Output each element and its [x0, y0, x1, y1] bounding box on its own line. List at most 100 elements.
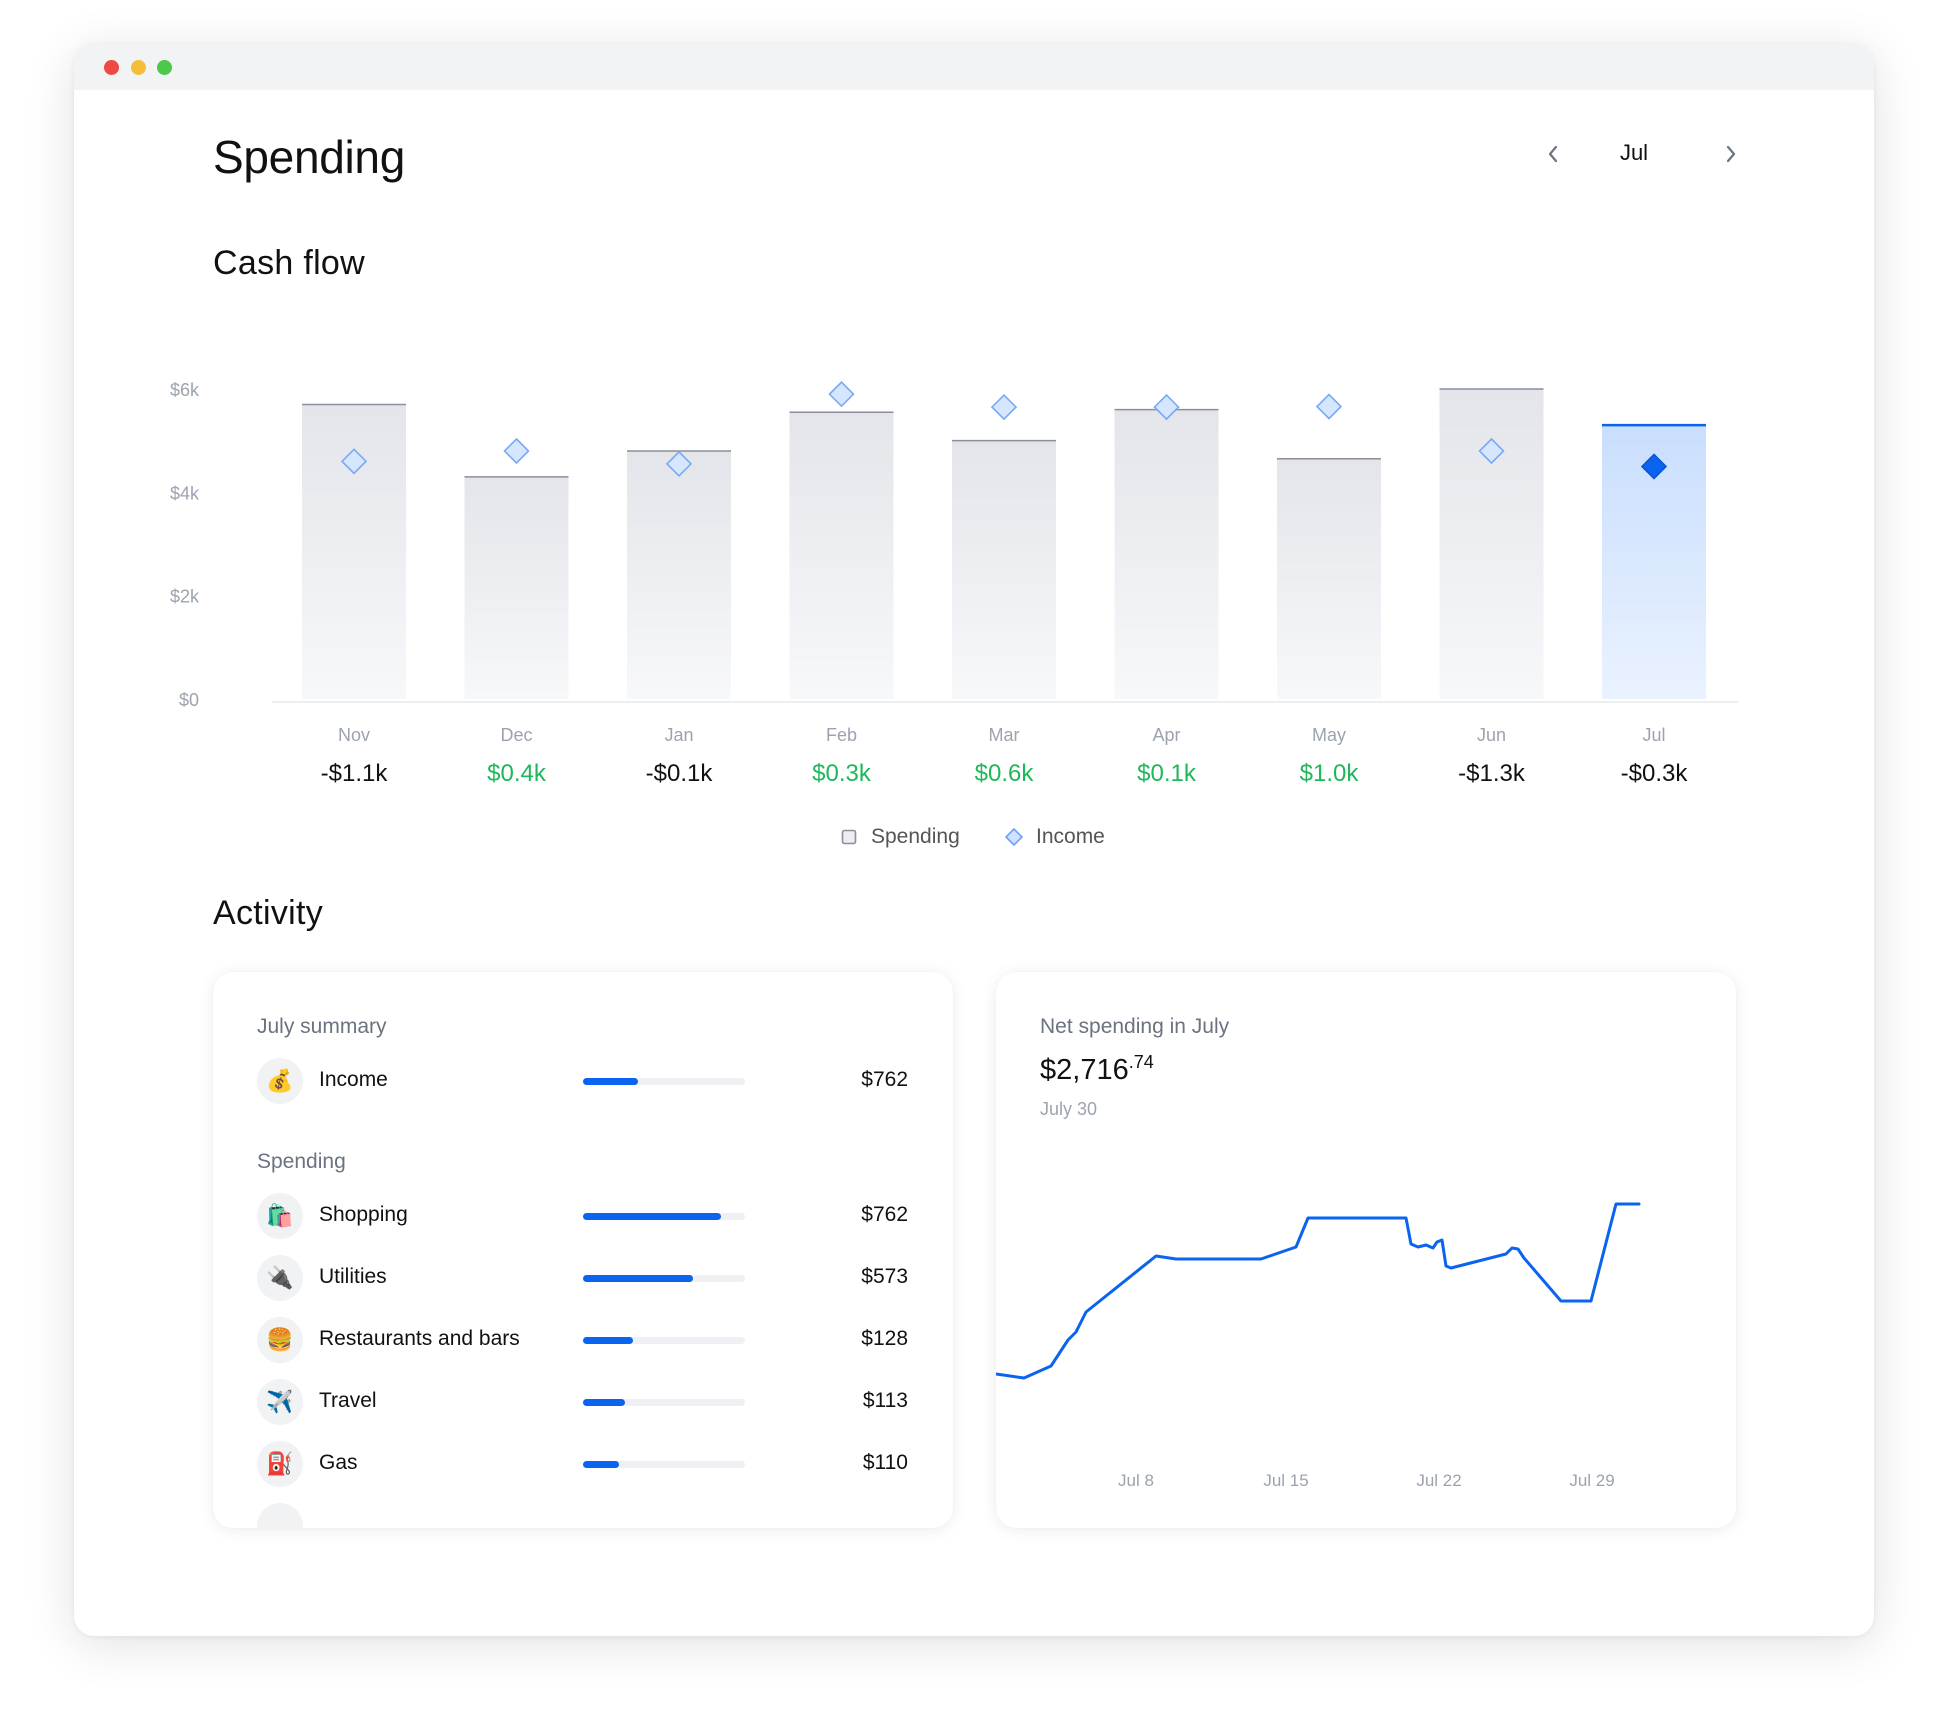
legend-income[interactable]: Income — [1004, 825, 1105, 849]
july-summary-card: July summary 💰 Income $762 Spending 🛍️ S… — [213, 972, 953, 1528]
month-label: Jul — [1642, 725, 1665, 745]
month-label: Jan — [664, 725, 693, 745]
income-marker — [1640, 453, 1668, 480]
net-value-label: $0.4k — [487, 760, 547, 787]
category-bar-fill — [583, 1461, 619, 1468]
net-value-label: $0.3k — [812, 760, 872, 787]
net-spending-line-chart: Jul 8 Jul 15 Jul 22 Jul 29 — [996, 1202, 1641, 1490]
net-value-label: -$0.1k — [646, 760, 714, 787]
income-amount: $762 — [861, 1068, 908, 1091]
month-label: Mar — [989, 725, 1020, 745]
summary-title: July summary — [257, 1015, 387, 1038]
burger-icon: 🍔 — [257, 1317, 303, 1363]
month-label: Jun — [1477, 725, 1506, 745]
legend-spending-label: Spending — [871, 825, 960, 848]
cash-flow-title: Cash flow — [213, 244, 365, 282]
spending-bar — [1439, 389, 1544, 699]
income-marker — [503, 437, 530, 465]
spending-bar — [1277, 458, 1381, 699]
legend-income-label: Income — [1036, 825, 1105, 848]
income-marker — [828, 381, 855, 408]
diamond-legend-icon — [1005, 828, 1023, 846]
spending-bar — [952, 440, 1056, 699]
category-amount: $128 — [861, 1327, 908, 1350]
x-tick-label: Jul 8 — [1118, 1471, 1154, 1490]
income-marker — [340, 448, 368, 475]
income-marker — [1478, 437, 1505, 465]
category-bar — [583, 1461, 745, 1468]
net-value-label: -$1.3k — [1458, 760, 1526, 787]
x-tick-label: Jul 15 — [1263, 1471, 1308, 1490]
spending-bar — [1114, 409, 1219, 699]
y-tick-label: $0 — [179, 690, 199, 710]
category-bar — [583, 1213, 745, 1220]
airplane-icon: ✈️ — [257, 1379, 303, 1425]
minimize-window-button[interactable] — [131, 60, 146, 75]
amount-cents: .74 — [1128, 1052, 1154, 1072]
category-bar-fill — [583, 1337, 634, 1344]
money-bag-icon: 💰 — [257, 1058, 303, 1104]
category-bar — [583, 1275, 745, 1282]
spending-bar — [464, 476, 569, 699]
income-bar-fill — [583, 1078, 639, 1085]
category-bar — [583, 1399, 745, 1406]
income-label: Income — [319, 1068, 388, 1091]
chevron-left-icon — [1548, 145, 1558, 163]
spending-subtitle: Spending — [257, 1150, 346, 1173]
cash-flow-chart: $0 $2k $4k $6k Nov -$1.1k Dec $0.4k Jan -$0.1k Feb… — [170, 380, 1738, 787]
activity-title: Activity — [213, 894, 324, 932]
month-label: Apr — [1152, 725, 1180, 745]
page-title: Spending — [213, 131, 405, 183]
category-bar-fill — [583, 1399, 626, 1406]
category-label: Gas — [319, 1451, 358, 1474]
legend-spending[interactable]: Spending — [841, 825, 960, 849]
x-tick-label: Jul 22 — [1416, 1471, 1461, 1490]
maximize-window-button[interactable] — [157, 60, 172, 75]
y-tick-label: $4k — [170, 483, 200, 503]
income-marker — [1315, 393, 1343, 420]
title-bar — [74, 44, 1874, 90]
income-marker — [1153, 393, 1180, 421]
net-spending-card: Net spending in July $2,716.74 July 30 J… — [996, 972, 1736, 1528]
net-spending-amount: $2,716.74 — [1040, 1052, 1154, 1087]
next-month-button[interactable] — [1711, 134, 1751, 174]
shopping-bags-icon: 🛍️ — [257, 1193, 303, 1239]
category-label: Restaurants and bars — [319, 1327, 520, 1350]
square-legend-icon — [841, 829, 857, 845]
category-icon — [257, 1503, 303, 1528]
current-month-label: Jul — [1619, 140, 1649, 165]
income-marker — [990, 393, 1018, 421]
category-amount: $110 — [862, 1451, 908, 1474]
category-label: Utilities — [319, 1265, 387, 1288]
income-marker — [665, 450, 693, 478]
amount-whole: $2,716 — [1040, 1054, 1129, 1086]
category-label: Shopping — [319, 1203, 408, 1226]
income-bar — [583, 1078, 745, 1085]
category-amount: $113 — [862, 1389, 908, 1412]
category-amount: $573 — [861, 1265, 908, 1288]
category-bar-fill — [583, 1275, 694, 1282]
plug-icon: 🔌 — [257, 1255, 303, 1301]
category-amount: $762 — [861, 1203, 908, 1226]
spending-bar — [627, 451, 731, 699]
category-label: Travel — [319, 1389, 377, 1412]
previous-month-button[interactable] — [1533, 134, 1573, 174]
month-label: Dec — [500, 725, 532, 745]
net-spending-date: July 30 — [1040, 1099, 1098, 1119]
net-value-label: $0.6k — [975, 760, 1035, 787]
net-spending-line — [996, 1202, 1641, 1380]
net-spending-title: Net spending in July — [1040, 1015, 1230, 1038]
x-tick-label: Jul 29 — [1569, 1471, 1614, 1490]
spending-bar — [789, 412, 894, 699]
fuel-pump-icon: ⛽ — [257, 1441, 303, 1487]
net-value-label: -$0.3k — [1621, 760, 1689, 787]
month-label: May — [1312, 725, 1346, 745]
y-tick-label: $6k — [170, 380, 200, 400]
month-label: Feb — [826, 725, 857, 745]
category-bar-fill — [583, 1213, 721, 1220]
chevron-right-icon — [1726, 145, 1736, 163]
close-window-button[interactable] — [104, 60, 119, 75]
app-window: Spending Jul Cash flow $0 $2k $4k $6k Nov -$1… — [74, 44, 1874, 1636]
net-value-label: $0.1k — [1137, 760, 1197, 787]
category-bar — [583, 1337, 745, 1344]
